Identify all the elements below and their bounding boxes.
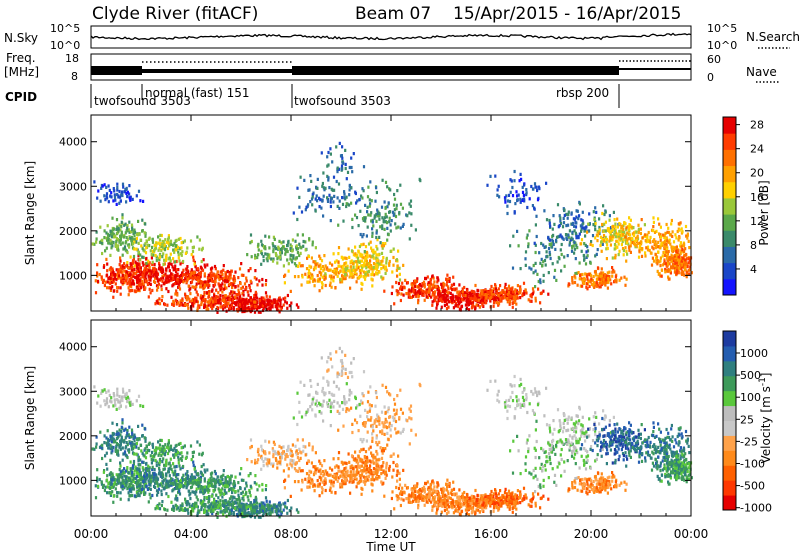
power-panel: 1000 2000 3000 4000 Slant Range [km] 4 8 12 16… [23,114,771,314]
time-tick-label: 00:00 [74,527,109,541]
cpid-label: CPID [5,90,37,104]
power-ylabel: Slant Range [km] [23,161,37,265]
nsky-tick-bottom: 10^0 [50,39,80,52]
freq-tick-top: 18 [65,52,79,65]
cpid-segment-label: normal (fast) 151 [145,86,249,100]
velocity-colorbar-tick: 1000 [740,347,768,360]
range-tick-label: 2000 [59,430,87,443]
time-tick-label: 04:00 [174,527,209,541]
time-tick-label: 16:00 [474,527,509,541]
power-colorbar-tick: 28 [750,119,764,132]
velocity-colorbar-tick: 25 [740,413,754,426]
velocity-colorbar-tick: 100 [740,391,761,404]
nsearch-tick-bottom: 10^0 [707,39,737,52]
power-colorbar-tick: 4 [750,263,757,276]
freq-label-line1: Freq. [6,51,36,65]
power-colorbar: 4 8 12 16 20 24 28 [722,116,764,296]
nsky-tick-top: 10^5 [50,22,80,35]
time-axis: 00:00 04:00 08:00 12:00 16:00 20:00 00:00 [74,115,709,541]
time-tick-label: 08:00 [274,527,309,541]
nsearch-label: N.Search [746,30,800,44]
freq-panel: Freq. [MHz] 18 8 60 0 Nave [4,51,780,84]
power-colorbar-label: Power [dB] [757,180,771,245]
nave-tick-bottom: 0 [707,71,714,84]
velocity-colorbar-tick: -25 [740,435,758,448]
time-tick-label: 20:00 [574,527,609,541]
range-tick-label: 3000 [59,180,87,193]
cpid-segment-label: twofsound 3503 [94,94,191,108]
range-tick-label: 1000 [59,474,87,487]
power-colorbar-tick: 16 [750,191,764,204]
velocity-colorbar-tick: 500 [740,369,761,382]
cpid-segment-label: twofsound 3503 [294,94,391,108]
power-colorbar-tick: 20 [750,167,764,180]
time-axis-label: Time UT [365,540,416,554]
nsky-panel: N.Sky 10^5 10^0 10^5 10^0 N.Search [4,22,800,52]
nsky-label: N.Sky [4,31,38,45]
velocity-colorbar-tick: -100 [740,457,765,470]
nave-tick-top: 60 [707,53,721,66]
range-tick-label: 3000 [59,385,87,398]
range-tick-label: 4000 [59,341,87,354]
velocity-ylabel: Slant Range [km] [23,366,37,470]
nave-label: Nave [746,65,777,79]
velocity-colorbar: 1000 500 100 25 -25 -100 -500 -1000 [722,330,772,515]
beam-label: Beam 07 [355,4,431,24]
date-range: 15/Apr/2015 - 16/Apr/2015 [453,4,681,24]
velocity-colorbar-tick: -1000 [740,502,772,515]
range-tick-label: 4000 [59,136,87,149]
power-colorbar-tick: 12 [750,215,764,228]
freq-label-line2: [MHz] [4,65,39,79]
range-tick-label: 2000 [59,225,87,238]
range-tick-label: 1000 [59,269,87,282]
power-colorbar-tick: 8 [750,239,757,252]
cpid-row: CPID twofsound 3503 normal (fast) 151 tw… [5,84,620,108]
power-colorbar-tick: 24 [750,143,764,156]
freq-tick-bottom: 8 [71,70,78,83]
velocity-panel: 1000 2000 3000 4000 Slant Range [km] 1000 50… [23,319,773,519]
time-tick-label: 00:00 [674,527,709,541]
nsearch-tick-top: 10^5 [707,22,737,35]
velocity-colorbar-label: Velocity [m s-1] [758,373,773,464]
station-title: Clyde River (fitACF) [92,4,258,24]
time-tick-label: 12:00 [374,527,409,541]
velocity-colorbar-tick: -500 [740,480,765,493]
cpid-segment-label: rbsp 200 [556,86,609,100]
